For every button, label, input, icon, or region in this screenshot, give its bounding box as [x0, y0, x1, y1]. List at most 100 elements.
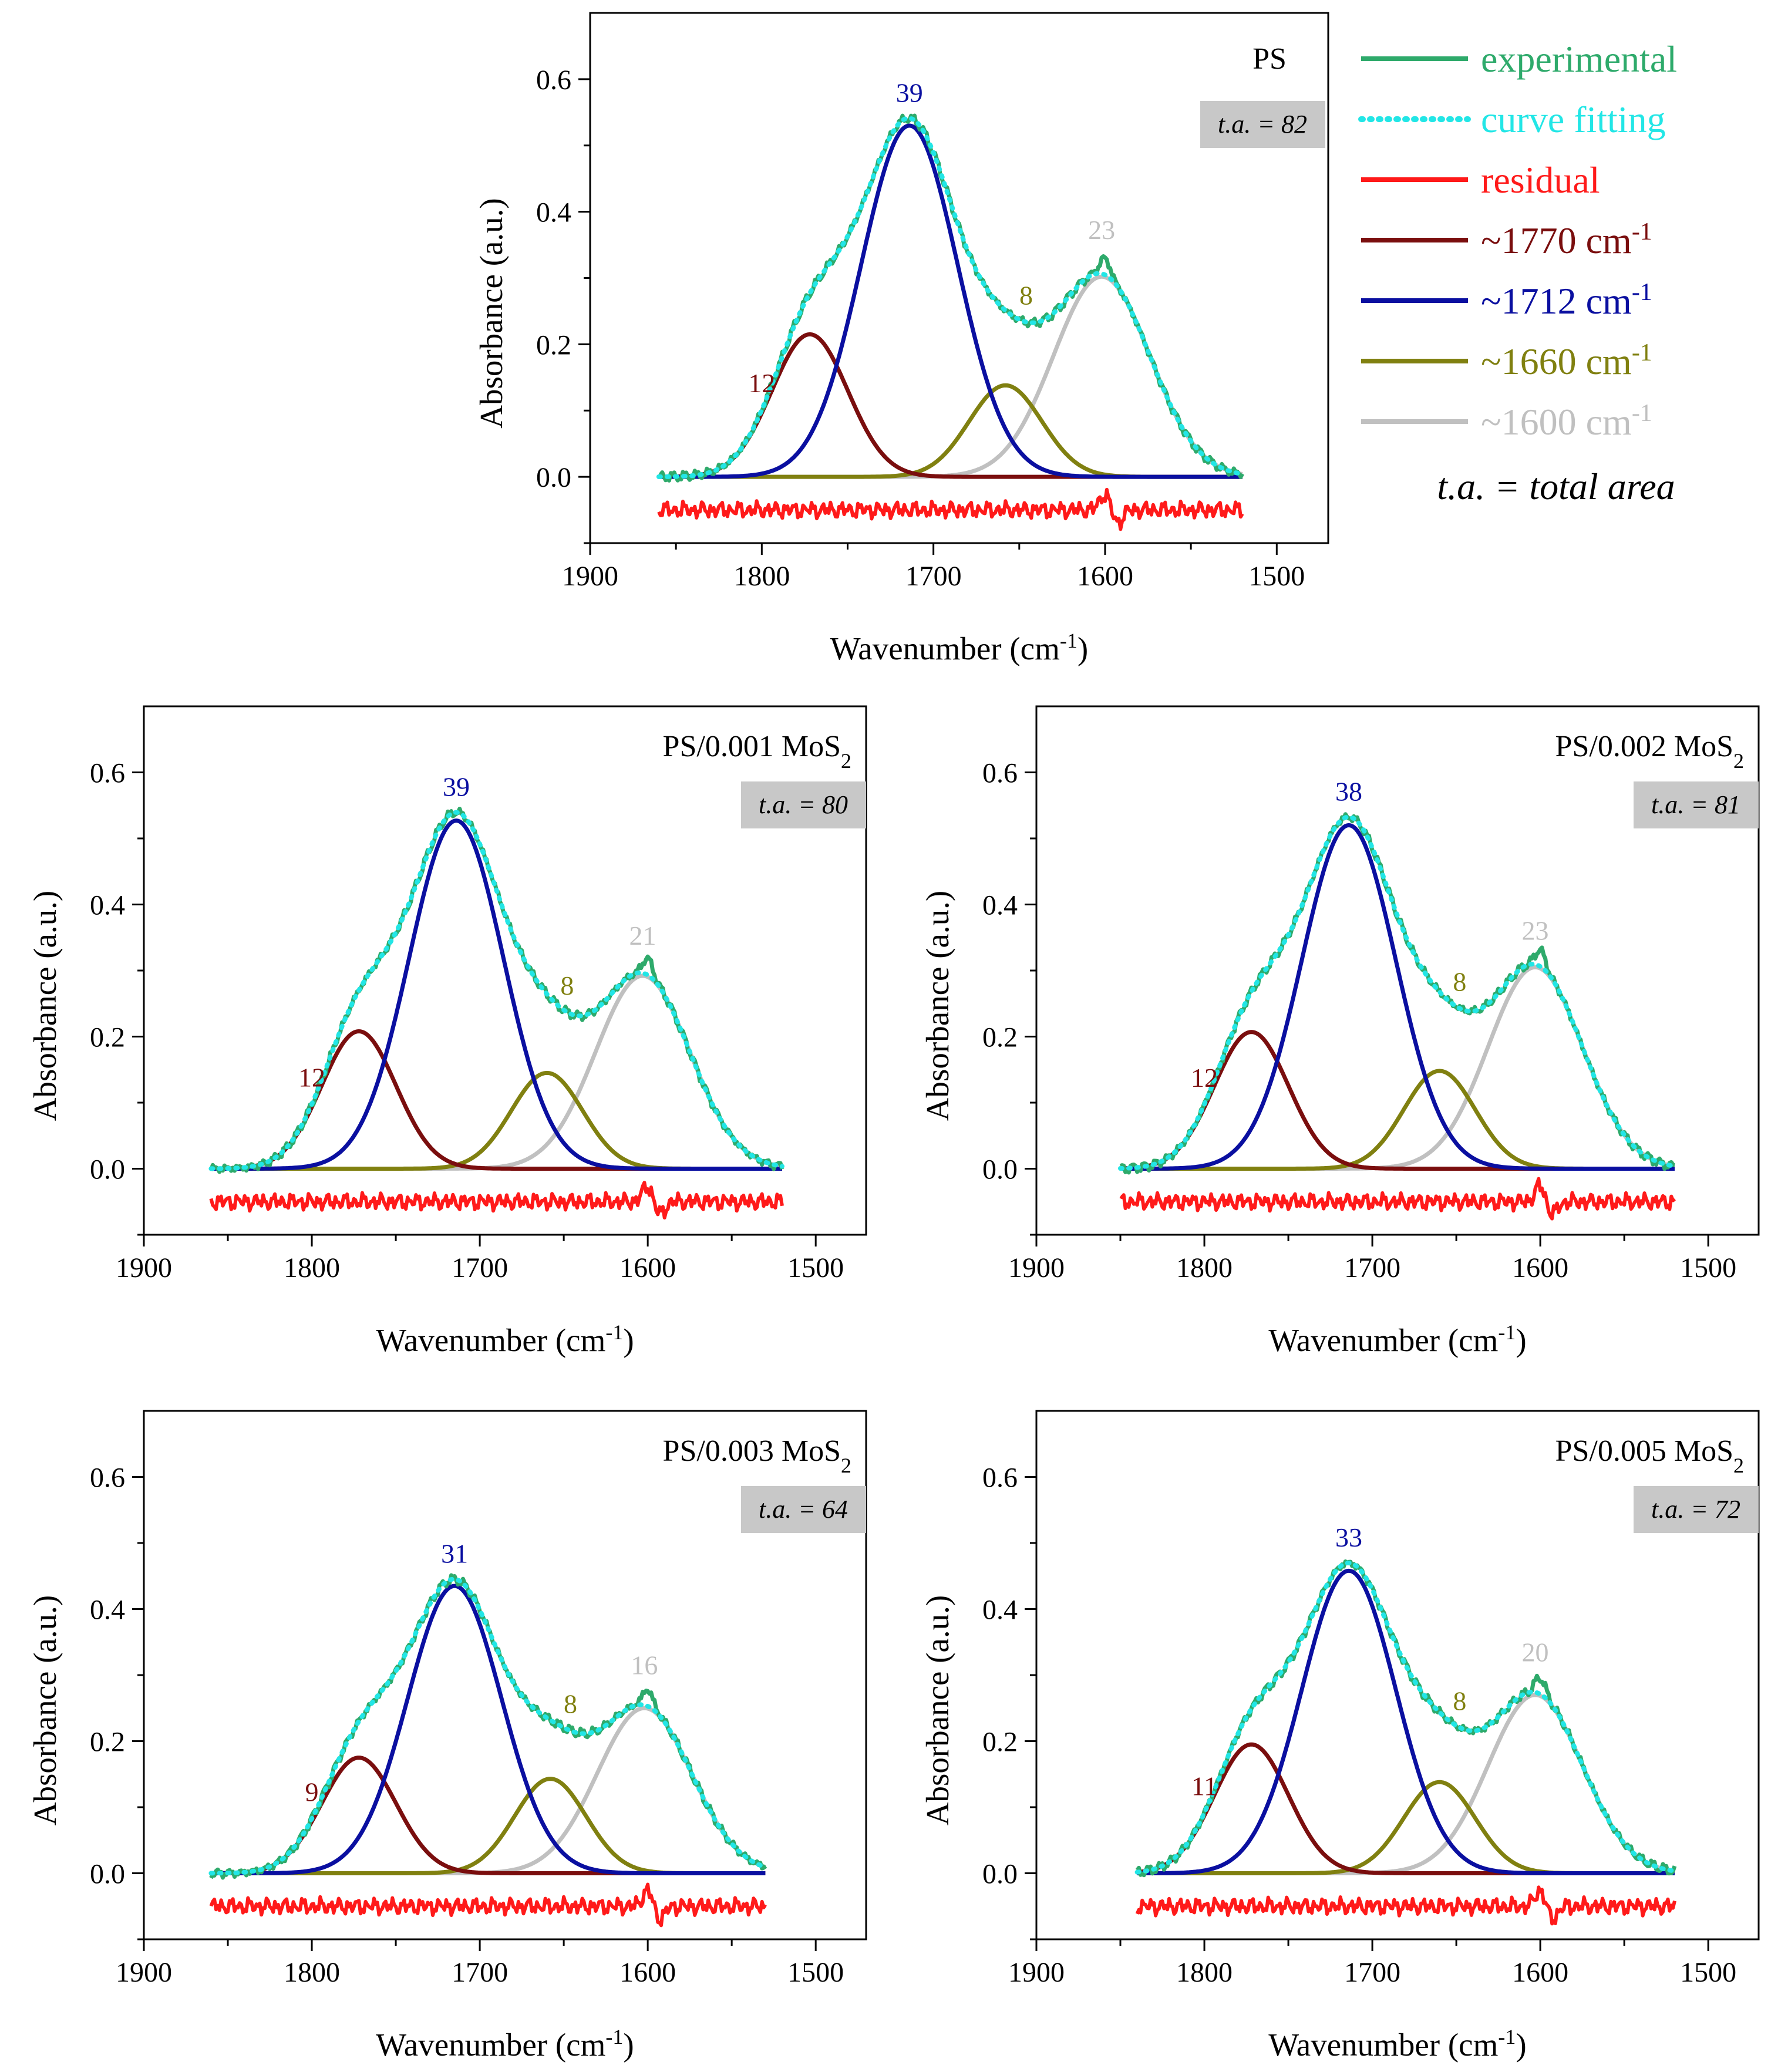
y-tick-label: 0.6: [90, 758, 125, 789]
legend-label-sup: -1: [1632, 339, 1652, 366]
x-tick-label: 1700: [905, 561, 962, 592]
residual-curve: [1135, 1885, 1676, 1926]
y-tick-label: 0.2: [536, 329, 571, 361]
experimental-curve: [209, 1573, 767, 1880]
y-tick-label: 0.0: [90, 1154, 125, 1185]
total-area-label: t.a. = 64: [759, 1495, 848, 1524]
panel-title: PS/0.002 MoS2: [1555, 730, 1744, 773]
total-area-box: [1634, 1486, 1759, 1533]
legend-label-sup: -1: [1632, 400, 1652, 427]
peak-area-label: 8: [560, 971, 574, 1000]
x-tick-label: 1500: [1680, 1252, 1736, 1283]
x-tick-label: 1800: [284, 1957, 340, 1988]
y-axis-label: Absorbance (a.u.): [27, 1595, 63, 1825]
total-area-box: [1634, 781, 1759, 828]
chart-panel-4: 1900 1800 1700 1600 1500 0.0 0.2 0.4 0.6 Wavenumb…: [27, 1410, 867, 2063]
peak-area-label: 39: [896, 78, 923, 107]
peak-area-label: 12: [1191, 1063, 1218, 1093]
x-axis-label: Wavenumber (cm-1): [1268, 1320, 1526, 1358]
x-tick-label: 1900: [116, 1957, 172, 1988]
x-axis-label-sup: -1: [1498, 2025, 1516, 2049]
legend-label-band-1712: ~1712 cm-1: [1481, 279, 1652, 322]
panel-title: PS/0.005 MoS2: [1555, 1434, 1744, 1477]
panel-title-sub: 2: [1733, 1454, 1744, 1477]
residual-curve: [209, 1882, 767, 1928]
total-area-label: t.a. = 81: [1651, 790, 1740, 819]
total-area-box: [741, 781, 866, 828]
x-axis-label: Wavenumber (cm-1): [830, 629, 1088, 666]
experimental-curve: [658, 113, 1244, 483]
peak-area-label: 20: [1522, 1638, 1549, 1667]
band-1712-curve: [210, 1584, 766, 1875]
band-1770-curve: [210, 1756, 766, 1875]
legend-note: t.a. = total area: [1437, 466, 1675, 507]
x-axis-label: Wavenumber (cm-1): [376, 2025, 634, 2063]
total-area-box: [741, 1486, 866, 1533]
band-1770-curve: [210, 1029, 783, 1171]
x-tick-label: 1600: [1512, 1252, 1568, 1283]
x-tick-label: 1700: [1344, 1957, 1400, 1988]
x-tick-label: 1700: [1344, 1252, 1400, 1283]
peak-area-label: 33: [1335, 1522, 1362, 1552]
x-tick-label: 1500: [1248, 561, 1305, 592]
y-tick-label: 0.4: [90, 890, 125, 921]
residual-curve: [209, 1181, 784, 1219]
y-tick-label: 0.6: [536, 65, 571, 96]
x-tick-label: 1600: [619, 1957, 676, 1988]
experimental-curve: [1135, 1559, 1677, 1878]
x-tick-label: 1800: [1176, 1957, 1233, 1988]
panel-title-sub: 2: [841, 1454, 851, 1477]
x-axis-label-end: ): [1516, 2027, 1526, 2063]
peak-area-label: 38: [1335, 776, 1362, 806]
legend-label-curve-fitting: curve fitting: [1481, 99, 1666, 140]
curve-fitting-curve: [1134, 1560, 1677, 1875]
legend-label-sup: -1: [1632, 279, 1652, 306]
peak-area-label: 8: [564, 1689, 577, 1719]
legend-label-band-1770: ~1770 cm-1: [1481, 218, 1652, 261]
chart-panel-5: 1900 1800 1700 1600 1500 0.0 0.2 0.4 0.6 Wavenumb…: [920, 1410, 1760, 2063]
x-axis-label-sup: -1: [605, 2025, 623, 2049]
peak-area-label: 31: [441, 1539, 468, 1569]
x-tick-label: 1500: [787, 1252, 844, 1283]
peak-area-label: 8: [1019, 280, 1033, 310]
y-tick-label: 0.6: [90, 1463, 125, 1494]
total-area-box: [1200, 101, 1325, 148]
x-axis-label-end: ): [623, 2027, 634, 2063]
x-tick-label: 1900: [1008, 1252, 1065, 1283]
y-axis-label: Absorbance (a.u.): [27, 891, 63, 1121]
peak-area-label: 11: [1191, 1771, 1217, 1801]
y-tick-label: 0.2: [982, 1022, 1018, 1053]
legend-label-band-1600: ~1600 cm-1: [1481, 400, 1652, 443]
peak-area-label: 8: [1453, 1686, 1466, 1716]
chart-panel-2: 1900 1800 1700 1600 1500 0.0 0.2 0.4 0.6 Wavenumb…: [27, 705, 867, 1358]
x-tick-label: 1800: [733, 561, 790, 592]
band-1770-curve: [658, 332, 1243, 479]
panel-title: PS/0.001 MoS2: [663, 730, 851, 773]
peak-area-label: 16: [631, 1650, 658, 1680]
x-tick-label: 1700: [452, 1252, 508, 1283]
y-tick-label: 0.4: [982, 1595, 1018, 1626]
legend-label-sup: -1: [1632, 218, 1652, 245]
y-tick-label: 0.0: [982, 1859, 1018, 1890]
band-1712-curve: [1120, 823, 1675, 1171]
peak-area-label: 9: [305, 1777, 319, 1807]
x-axis-label: Wavenumber (cm-1): [1268, 2025, 1526, 2063]
x-tick-label: 1600: [619, 1252, 676, 1283]
panels: 1900 1800 1700 1600 1500 0.0 0.2 0.4 0.6 Wavenumb…: [27, 12, 1760, 2063]
x-tick-label: 1900: [116, 1252, 172, 1283]
x-tick-label: 1600: [1512, 1957, 1568, 1988]
x-tick-label: 1700: [452, 1957, 508, 1988]
band-1660-curve: [210, 1070, 783, 1171]
y-axis-label: Absorbance (a.u.): [473, 198, 509, 428]
residual-curve: [657, 487, 1244, 531]
y-tick-label: 0.0: [90, 1859, 125, 1890]
legend: experimental curve fitting residual ~1770 c…: [1358, 38, 1677, 507]
y-tick-label: 0.0: [982, 1154, 1018, 1185]
peak-area-label: 12: [748, 368, 775, 398]
y-tick-label: 0.2: [90, 1727, 125, 1758]
legend-label-residual: residual: [1481, 159, 1600, 201]
x-tick-label: 1900: [1008, 1957, 1065, 1988]
y-tick-label: 0.6: [982, 1463, 1018, 1494]
y-tick-label: 0.4: [982, 890, 1018, 921]
